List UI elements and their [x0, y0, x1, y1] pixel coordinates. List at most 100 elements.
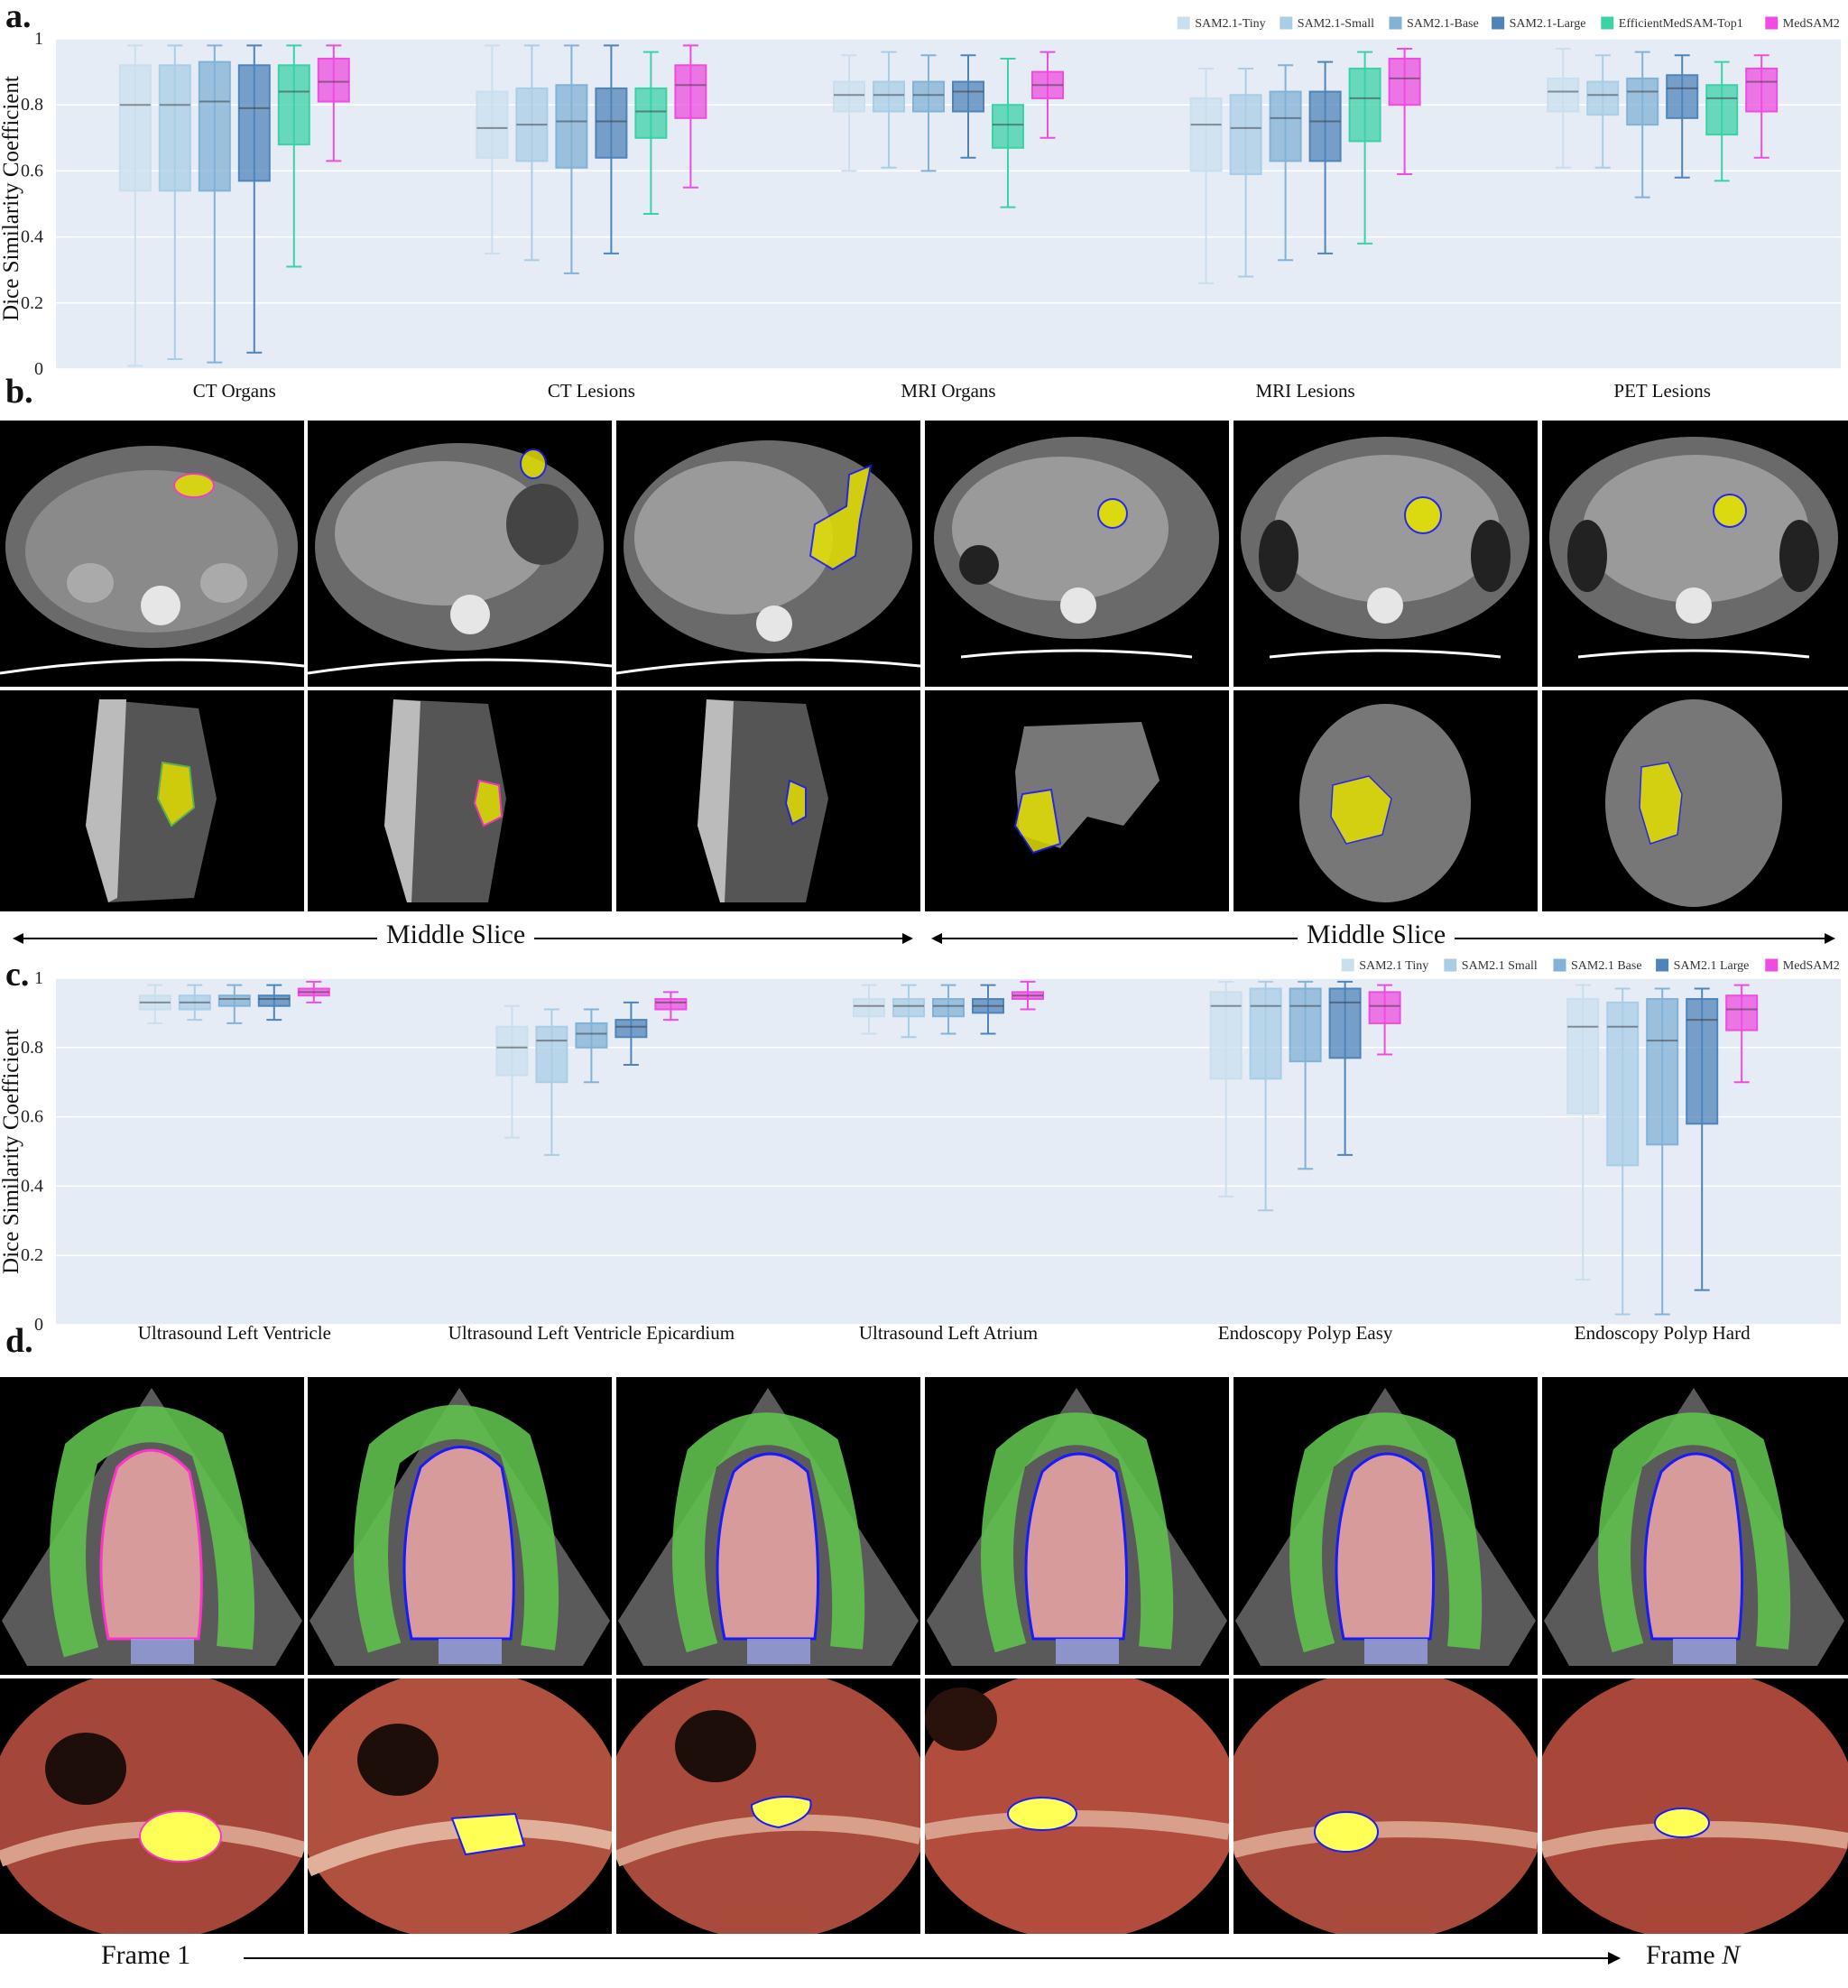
box-body — [1388, 57, 1421, 106]
box-body — [873, 80, 905, 113]
echo-frame-1 — [0, 1377, 304, 1675]
ct-slice-2 — [308, 421, 612, 687]
ct-slice-3 — [616, 421, 920, 687]
legend-swatch — [1765, 16, 1779, 30]
box-body — [1308, 90, 1342, 162]
panel-b-row-mri — [0, 690, 1848, 911]
box-body — [1289, 987, 1322, 1063]
box-body — [1328, 987, 1362, 1059]
y-tick-label: 1 — [34, 29, 43, 49]
legend-label: SAM2.1 Small — [1462, 959, 1538, 973]
legend-swatch — [1444, 958, 1457, 972]
box-body — [555, 84, 588, 169]
arrow-right-head-left — [931, 933, 942, 944]
box-body — [912, 80, 945, 113]
ct-slice-1 — [0, 421, 304, 687]
box-body — [1606, 1001, 1640, 1167]
category-label: Ultrasound Left Ventricle Epicardium — [448, 1322, 735, 1344]
frame-end-label: Frame N — [1646, 1940, 1740, 1971]
ct-slice-4 — [925, 421, 1229, 687]
box-body — [833, 80, 865, 113]
mri-slice-4 — [925, 690, 1229, 911]
box-body — [1547, 77, 1580, 113]
y-tick-label: 0.8 — [21, 95, 43, 115]
echo-frame-5 — [1234, 1377, 1538, 1675]
y-tick-label: 0 — [34, 359, 43, 379]
endo-frame-6 — [1542, 1678, 1848, 1934]
echo-frame-4 — [925, 1377, 1229, 1675]
box-body — [1249, 987, 1282, 1080]
mri-slice-5 — [1234, 690, 1538, 911]
legend-label: SAM2.1-Small — [1298, 17, 1374, 31]
box-body — [237, 64, 271, 182]
frame-end-var: N — [1722, 1940, 1741, 1970]
box-body — [853, 998, 885, 1018]
box-body — [1686, 998, 1719, 1125]
mri-slice-1 — [0, 690, 304, 911]
box-body — [118, 64, 152, 192]
mri-slice-6 — [1542, 690, 1848, 911]
category-label: Endoscopy Polyp Hard — [1575, 1322, 1751, 1344]
y-tick-label: 0.6 — [21, 1107, 43, 1127]
legend-label: MedSAM2 — [1783, 959, 1840, 973]
legend: SAM2.1 Tiny SAM2.1 Small SAM2.1 Base SAM2.1… — [1341, 958, 1840, 973]
echo-frame-2 — [308, 1377, 612, 1675]
box-body — [634, 87, 668, 139]
category-label: MRI Organs — [901, 380, 995, 402]
panel-a-letter: a. — [5, 0, 32, 35]
box-body — [575, 1022, 608, 1049]
arrow-left-head-right — [902, 933, 913, 944]
box-body — [495, 1025, 529, 1077]
box-body — [535, 1025, 568, 1084]
endo-frame-4 — [925, 1678, 1229, 1934]
plot-area — [56, 39, 1841, 369]
endo-frame-5 — [1234, 1678, 1538, 1934]
category-label: Endoscopy Polyp Easy — [1218, 1322, 1393, 1344]
mri-slice-2 — [308, 690, 612, 911]
box-body — [217, 994, 251, 1007]
frame-start-label: Frame 1 — [101, 1940, 191, 1970]
box-body — [1269, 90, 1302, 162]
legend-swatch — [1601, 16, 1614, 30]
panel-c-letter: c. — [5, 956, 30, 994]
echo-frame-3 — [616, 1377, 920, 1675]
box-body — [595, 87, 628, 159]
box-body — [1348, 67, 1381, 143]
panel-b-letter: b. — [5, 373, 33, 411]
legend-label: MedSAM2 — [1783, 17, 1840, 31]
panel-d-row-ultrasound — [0, 1377, 1848, 1675]
box-body — [277, 64, 310, 146]
y-tick-label: 0.4 — [21, 1176, 43, 1196]
y-tick-label: 1 — [34, 968, 43, 988]
box-body — [1586, 80, 1620, 116]
box-body — [1705, 84, 1739, 136]
y-tick-label: 0.8 — [21, 1038, 43, 1058]
middle-slice-label-right: Middle Slice — [1298, 920, 1455, 950]
legend-label: SAM2.1 Base — [1571, 959, 1642, 973]
y-axis-label: Dice Similarity Coefficient — [0, 76, 23, 321]
mri-slice-3 — [616, 690, 920, 911]
box-body — [158, 64, 191, 192]
endo-frame-2 — [308, 1678, 612, 1934]
frame-arrow — [244, 1952, 1621, 1965]
box-body — [1626, 77, 1659, 126]
legend-label: SAM2.1-Base — [1407, 17, 1479, 31]
y-tick-label: 0 — [34, 1315, 43, 1335]
chart-c: 0 0.2 0.4 0.6 0.8 1 Dice Similarity Coefficien… — [0, 958, 1841, 1344]
box-body — [1725, 994, 1759, 1031]
category-label: CT Lesions — [548, 380, 635, 402]
panel-d-letter: d. — [5, 1322, 33, 1360]
category-label: Ultrasound Left Atrium — [859, 1322, 1038, 1344]
box-body — [1189, 97, 1223, 172]
box-body — [1646, 998, 1679, 1146]
box-body — [1745, 67, 1779, 113]
box-body — [317, 57, 350, 103]
endo-frame-3 — [616, 1678, 920, 1934]
arrow-left-head-left — [13, 933, 23, 944]
y-axis-label: Dice Similarity Coefficient — [0, 1029, 23, 1274]
panel-b-row-ct — [0, 421, 1848, 687]
box-body — [1229, 94, 1262, 176]
legend-label: EfficientMedSAM-Top1 — [1619, 17, 1743, 31]
box-body — [654, 998, 688, 1011]
category-label: Ultrasound Left Ventricle — [138, 1322, 331, 1344]
